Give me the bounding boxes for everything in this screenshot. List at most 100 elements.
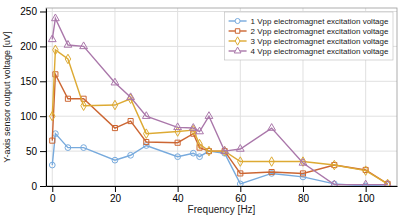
- point: [269, 169, 274, 174]
- series-line: [52, 50, 387, 184]
- tick-label: 80: [298, 193, 310, 204]
- point: [65, 96, 70, 101]
- y-axis-title: Y-axis sensor output voltage [uV]: [2, 31, 12, 162]
- point: [363, 166, 368, 175]
- tick-mark: [40, 46, 46, 47]
- point: [65, 145, 71, 151]
- tick-label: 100: [358, 193, 375, 204]
- point: [112, 126, 117, 131]
- tick: 0: [31, 181, 46, 192]
- tick-label: 0: [50, 193, 56, 204]
- tick: 40: [173, 186, 185, 204]
- chart: 020406080100050100150200250Frequency [Hz…: [0, 0, 407, 216]
- point: [330, 180, 338, 186]
- tick-mark: [40, 81, 46, 82]
- grid: [46, 8, 397, 186]
- legend-item: 3 Vpp electromagnet excitation voltage: [229, 37, 389, 46]
- tick-mark: [40, 11, 46, 12]
- legend-label: 3 Vpp electromagnet excitation voltage: [251, 37, 389, 46]
- point: [48, 35, 56, 42]
- legend-marker: [234, 47, 241, 53]
- tick-mark: [178, 186, 179, 192]
- point: [50, 138, 55, 143]
- point: [238, 157, 243, 166]
- tick: 100: [358, 186, 375, 204]
- tick: 0: [50, 186, 56, 204]
- tick-label: 20: [110, 193, 122, 204]
- point: [189, 124, 197, 131]
- point: [49, 162, 55, 168]
- tick: 250: [20, 6, 46, 17]
- tick-mark: [303, 186, 304, 192]
- point: [111, 78, 119, 85]
- legend-marker: [235, 37, 240, 45]
- point: [205, 112, 213, 119]
- grid-line: [46, 116, 397, 117]
- grid-line: [46, 81, 397, 82]
- point: [64, 41, 72, 48]
- tick: 60: [235, 186, 247, 204]
- tick-mark: [115, 186, 116, 192]
- point: [300, 174, 306, 180]
- tick: 20: [110, 186, 122, 204]
- point: [237, 181, 243, 186]
- point: [206, 146, 211, 155]
- tick-mark: [366, 186, 367, 192]
- point: [127, 93, 135, 100]
- tick-label: 250: [20, 6, 37, 17]
- point: [144, 129, 149, 138]
- legend-label: 4 Vpp electromagnet excitation voltage: [251, 47, 389, 56]
- tick: 50: [26, 146, 46, 157]
- tick-mark: [52, 186, 53, 192]
- point: [144, 139, 149, 144]
- plot-frame: [46, 8, 397, 186]
- point: [269, 157, 274, 166]
- series: [48, 14, 391, 186]
- legend-marker: [235, 29, 239, 33]
- legend: 1 Vpp electromagnet excitation voltage2 …: [225, 12, 393, 60]
- point: [81, 145, 87, 151]
- point: [236, 145, 244, 152]
- tick: 200: [20, 41, 46, 52]
- point: [268, 124, 276, 131]
- point: [143, 143, 149, 149]
- tick-mark: [40, 151, 46, 152]
- point: [221, 147, 229, 154]
- series: [50, 72, 390, 186]
- tick: 80: [298, 186, 310, 204]
- point: [50, 111, 55, 120]
- y-axis: 050100150200250: [20, 6, 46, 192]
- point: [384, 180, 392, 186]
- point: [112, 100, 117, 109]
- legend-label: 2 Vpp electromagnet excitation voltage: [251, 27, 389, 36]
- tick: 150: [20, 76, 46, 87]
- series-line: [52, 74, 387, 184]
- tick-label: 150: [20, 76, 37, 87]
- axis-line: [46, 9, 47, 187]
- tick-label: 50: [26, 146, 38, 157]
- point: [175, 154, 181, 160]
- marks: [48, 14, 391, 186]
- legend-item: 1 Vpp electromagnet excitation voltage: [229, 17, 389, 26]
- point: [80, 42, 88, 49]
- point: [53, 45, 58, 54]
- axis-line: [47, 186, 398, 187]
- point: [332, 160, 337, 169]
- point: [196, 127, 204, 134]
- tick-mark: [240, 186, 241, 192]
- point: [197, 139, 202, 148]
- tick-mark: [40, 116, 46, 117]
- legend-label: 1 Vpp electromagnet excitation voltage: [251, 17, 389, 26]
- point: [52, 14, 60, 21]
- point: [299, 158, 307, 165]
- point: [65, 54, 70, 63]
- tick-label: 0: [31, 181, 37, 192]
- legend-marker: [235, 18, 240, 23]
- point: [174, 123, 182, 130]
- point: [142, 112, 150, 119]
- point: [238, 171, 243, 176]
- x-axis: 0 20 40 60 80 100: [47, 186, 398, 204]
- point: [128, 152, 134, 158]
- point: [197, 154, 203, 160]
- x-axis-title: Frequency [Hz]: [188, 204, 256, 215]
